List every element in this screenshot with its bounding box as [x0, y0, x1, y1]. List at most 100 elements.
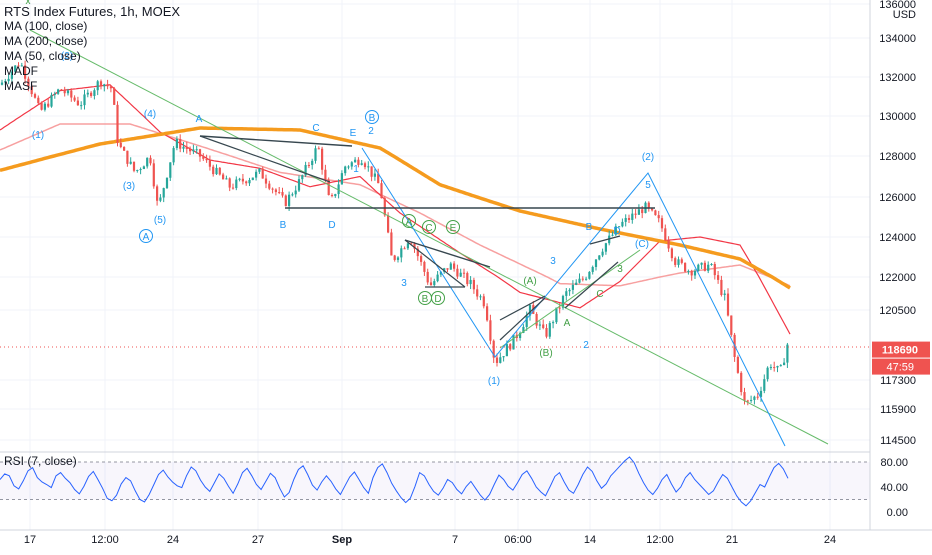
candle-body: [492, 340, 495, 358]
candle-body: [377, 173, 380, 184]
wave-label-blue: (C): [635, 239, 649, 250]
candle-body: [367, 166, 370, 168]
candle-body: [80, 105, 83, 107]
candle-body: [344, 166, 347, 174]
indicator-ma200[interactable]: MA (200, close): [4, 34, 88, 48]
candle-body: [690, 270, 693, 276]
candle-body: [400, 248, 403, 258]
currency-label: USD: [893, 9, 916, 21]
candle-body: [730, 315, 733, 335]
candle-body: [519, 332, 522, 339]
wave-label-green: A: [406, 217, 413, 228]
indicator-ma50[interactable]: MA (50, close): [4, 49, 81, 63]
candle-body: [717, 275, 720, 280]
candle-body: [624, 218, 627, 222]
candle-body: [756, 396, 759, 398]
indicator-madf[interactable]: MADF: [4, 64, 38, 78]
wave-label-blue-circled-circle: [139, 229, 153, 243]
candle-body: [545, 327, 548, 337]
wave-path-blue: [361, 147, 786, 447]
rsi-band: [0, 462, 870, 500]
candle-body: [499, 357, 502, 363]
candle-body: [766, 367, 769, 380]
candle-body: [185, 146, 188, 150]
candle-body: [660, 218, 664, 229]
candle-body: [486, 306, 489, 321]
indicator-masf[interactable]: MASF: [4, 79, 38, 93]
candle-body: [189, 149, 192, 152]
candle-body: [509, 344, 512, 350]
candle-body: [406, 243, 409, 249]
candle-body: [63, 90, 66, 94]
wave-label-green-circle: [446, 220, 460, 234]
candle-body: [736, 356, 739, 373]
candle-body: [403, 248, 406, 250]
candle-body: [433, 281, 436, 286]
wave-label-green: (B): [539, 348, 552, 359]
candle-body: [146, 157, 149, 167]
candle-body: [763, 379, 766, 391]
time-tick-label: 12:00: [646, 534, 674, 546]
candle-body: [512, 334, 515, 350]
last-price-value: 118690: [882, 345, 918, 357]
price-tick-label: 120500: [879, 305, 916, 317]
legend: RTS Index Futures, 1h, MOEX MA (100, clo…: [4, 4, 180, 94]
candle-body: [14, 65, 17, 72]
candle-body: [779, 365, 782, 367]
wave-label-blue: (4): [144, 109, 156, 120]
candle-body: [57, 89, 60, 94]
wave-label-blue: (1): [488, 376, 500, 387]
wave-label-blue: D: [613, 226, 620, 237]
candle-body: [429, 282, 433, 286]
candle-body: [231, 187, 235, 189]
candle-body: [651, 208, 654, 211]
candle-body: [340, 173, 343, 185]
wedge-upper: [499, 295, 546, 321]
time-tick-label: 27: [252, 534, 264, 546]
candle-body: [311, 160, 314, 166]
wedge2-upper: [589, 235, 621, 245]
candle-body: [129, 161, 132, 164]
rsi-pane: [0, 456, 870, 507]
wave-label-green: C: [596, 289, 603, 300]
price-axis-bg: [870, 0, 932, 550]
candle-body: [594, 259, 598, 267]
candle-body: [631, 213, 634, 220]
candle-body: [165, 177, 169, 189]
candle-body: [466, 273, 469, 285]
candle-body: [456, 268, 459, 277]
candle-body: [670, 248, 673, 259]
candle-body: [410, 243, 413, 245]
candle-body: [723, 293, 726, 295]
candle-body: [66, 90, 70, 94]
candle-body: [159, 197, 162, 201]
candle-body: [618, 226, 621, 228]
price-tick-label: 136000: [879, 0, 916, 11]
price-tick-label: 114500: [880, 435, 916, 447]
candle-body: [726, 293, 730, 316]
candle-body: [677, 259, 680, 265]
wave-label-green: 3: [617, 264, 623, 275]
candle-body: [212, 166, 215, 175]
wave-label-green: E: [450, 223, 457, 234]
candle-body: [255, 171, 258, 178]
candle-body: [245, 181, 248, 184]
candle-body: [436, 274, 439, 282]
candle-body: [10, 71, 13, 79]
wave-label-blue: (2): [61, 51, 73, 62]
candle-body: [489, 320, 492, 341]
candle-body: [363, 163, 367, 168]
symbol-title[interactable]: RTS Index Futures, 1h, MOEX: [4, 4, 181, 19]
candle-body: [783, 362, 786, 366]
indicator-ma100[interactable]: MA (100, close): [4, 19, 88, 33]
candle-body: [149, 157, 152, 164]
rsi-legend[interactable]: RSI (7, close): [4, 454, 77, 468]
wave-label-blue: 3: [401, 278, 407, 289]
candle-body: [251, 177, 254, 180]
candle-body: [347, 166, 350, 168]
candle-body: [314, 148, 317, 161]
candlesticks: [0, 60, 789, 406]
wave-label-blue: 5: [645, 180, 651, 191]
descending-trendline: [29, 29, 829, 445]
